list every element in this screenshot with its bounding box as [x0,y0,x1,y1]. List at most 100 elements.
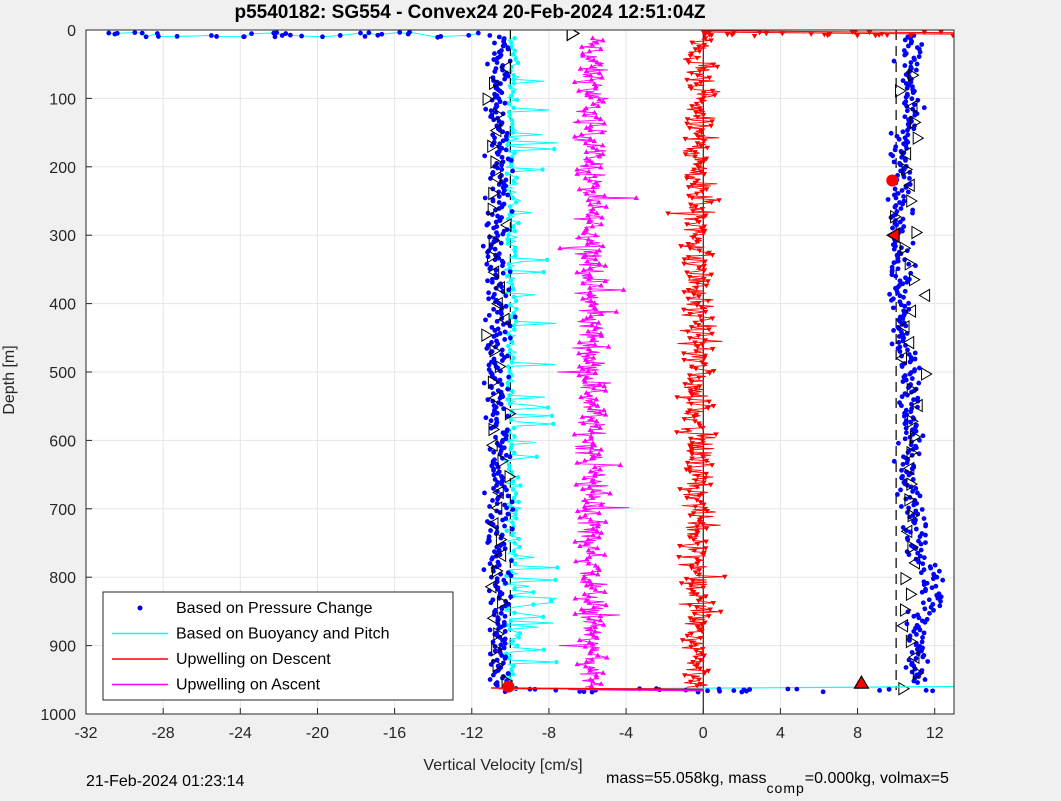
buoyancy-point [511,179,516,185]
pressure-point [498,610,504,616]
upwelling-descent-marker [685,185,692,190]
pressure-point [500,270,506,276]
upwelling-ascent-marker [582,541,589,546]
pressure-point [500,263,505,269]
upwelling-ascent-marker [593,306,599,312]
upwelling-ascent-marker [587,94,594,100]
pitch-marker [481,328,494,342]
upwelling-descent-marker [701,355,708,361]
upwelling-ascent-marker [581,112,588,117]
upwelling-descent-marker [696,677,702,683]
upwelling-ascent-marker [591,300,598,306]
surface-descent-line [703,31,954,35]
pressure-point [495,165,500,171]
upwelling-descent-marker [685,410,691,416]
upwelling-ascent-marker [587,468,594,474]
pressure-point [907,359,913,365]
upwelling-ascent-marker [580,267,587,273]
pressure-point [902,114,908,120]
upwelling-ascent-marker [583,556,590,562]
upwelling-descent-marker [684,495,690,501]
upwelling-descent-marker [699,189,706,195]
upwelling-ascent-marker [604,654,610,660]
upwelling-ascent-marker [580,230,587,235]
pressure-point [922,619,928,625]
upwelling-ascent-marker [580,576,587,581]
upwelling-descent-marker [694,141,701,147]
pressure-point [481,567,487,573]
upwelling-descent-marker [693,366,699,372]
upwelling-ascent-marker [588,416,595,422]
pressure-point [502,628,508,634]
upwelling-ascent-marker [588,238,594,244]
upwelling-ascent-marker [583,659,590,664]
legend-box [102,591,454,701]
upwelling-descent-marker [697,108,704,114]
pitch-marker [906,477,919,492]
pressure-point [500,67,505,73]
buoyancy-point [510,672,516,677]
upwelling-ascent-marker [597,409,603,415]
pressure-point [492,135,497,141]
upwelling-descent-marker [697,314,703,319]
pressure-point [903,94,909,100]
pitch-marker [499,60,512,75]
buoyancy-point [504,458,509,464]
upwelling-descent-marker [680,307,687,313]
pitch-marker [899,146,912,161]
buoyancy-line [502,37,559,690]
surface-pressure-point [358,30,363,36]
upwelling-ascent-marker [579,365,586,371]
pitch-marker [900,524,913,539]
upwelling-ascent-marker [586,484,593,489]
buoyancy-point [510,122,515,127]
upwelling-ascent-marker [594,635,600,640]
pressure-point [905,537,911,542]
pressure-point [937,568,942,574]
pressure-point [899,188,905,193]
pressure-point [906,261,912,267]
upwelling-descent-marker [703,539,709,545]
upwelling-ascent-marker [574,460,580,465]
pressure-point [897,349,903,354]
pressure-point [499,439,505,445]
pitch-marker [890,209,902,224]
pressure-point [921,630,927,636]
buoyancy-point [515,643,520,648]
upwelling-descent-marker [707,607,713,613]
pressure-point [505,511,511,517]
pressure-point [917,49,923,55]
upwelling-ascent-marker [589,322,595,327]
upwelling-ascent-marker [600,37,606,43]
pressure-point [502,329,508,335]
upwelling-ascent-marker [590,361,597,367]
upwelling-descent-marker [697,681,704,687]
upwelling-ascent-marker [589,160,596,165]
buoyancy-point [511,81,517,86]
upwelling-ascent-marker [598,221,605,227]
upwelling-descent-marker [692,47,699,52]
pressure-point [902,257,908,263]
pressure-point [491,449,497,455]
pressure-point [903,665,909,670]
pressure-point [499,166,505,172]
pressure-point [907,176,912,181]
upwelling-descent-marker [687,679,694,685]
upwelling-descent-marker [684,121,690,127]
upwelling-descent-marker [693,386,699,392]
pitch-marker [492,658,505,673]
upwelling-descent-marker [692,154,698,160]
pitch-marker [497,312,510,327]
pressure-point [508,335,513,341]
upwelling-descent-marker [682,136,689,142]
buoyancy-point [512,245,518,250]
pressure-point [902,52,908,58]
pressure-point [483,415,489,421]
pressure-point [487,504,492,509]
upwelling-ascent-marker [572,538,578,544]
upwelling-ascent-marker [589,337,595,343]
upwelling-descent-marker [689,452,695,457]
buoyancy-point [512,327,517,332]
pressure-point [891,246,897,252]
bottom-pressure-point [820,689,826,695]
